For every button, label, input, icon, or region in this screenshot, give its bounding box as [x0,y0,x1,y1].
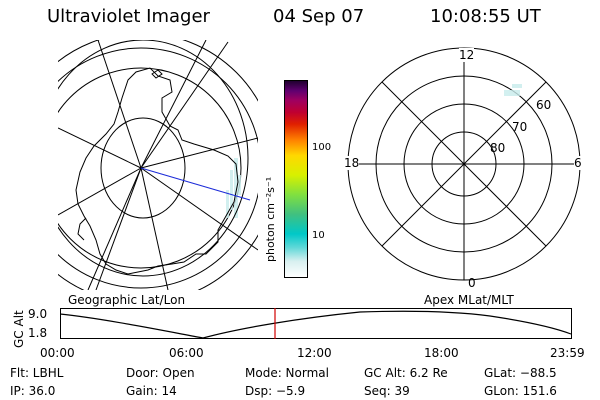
flt-status: Flt: LBHL [10,366,64,380]
mlt-label-6: 6 [574,156,582,170]
mlat-mlt-polar-plot [347,47,581,281]
gain-status: Gain: 14 [126,384,177,398]
door-status: Door: Open [126,366,195,380]
time-label: 10:08:55 UT [430,6,541,27]
gc-alt-status: GC Alt: 6.2 Re [364,366,448,380]
timeline-xtick-1200: 12:00 [297,346,332,360]
colorbar-unit-label: photon cm⁻²s⁻¹ [264,176,277,262]
mlat-label-80: 80 [490,141,506,155]
mlt-label-12: 12 [459,48,475,62]
colorbar-tick-10: 10 [312,230,325,241]
geographic-map [58,40,258,290]
timeline-xtick-1800: 18:00 [424,346,459,360]
mlt-label-18: 18 [344,156,360,170]
mlat-label-60: 60 [536,98,552,112]
ip-status: IP: 36.0 [10,384,56,398]
timeline-xtick-0000: 00:00 [40,346,75,360]
dsp-status: Dsp: −5.9 [245,384,306,398]
seq-status: Seq: 39 [364,384,410,398]
date-label: 04 Sep 07 [273,6,365,27]
glon-status: GLon: 151.6 [484,384,557,398]
timeline-xtick-2359: 23:59 [550,346,585,360]
colorbar-tick-100: 100 [312,142,332,153]
mode-status: Mode: Normal [245,366,329,380]
mlat-label-70: 70 [512,120,528,134]
right-panel-label: Apex MLat/MLT [424,293,514,307]
timeline-xtick-0600: 06:00 [169,346,204,360]
glat-status: GLat: −88.5 [484,366,557,380]
timeline-ytick-max: 9.0 [28,307,48,321]
instrument-title: Ultraviolet Imager [47,6,210,27]
mlt-label-0: 0 [468,276,476,290]
altitude-timeline [60,308,572,339]
colorbar [284,80,308,278]
left-panel-label: Geographic Lat/Lon [68,293,186,307]
timeline-ytick-min: 1.8 [28,326,48,340]
timeline-ylabel: GC Alt [12,310,26,348]
